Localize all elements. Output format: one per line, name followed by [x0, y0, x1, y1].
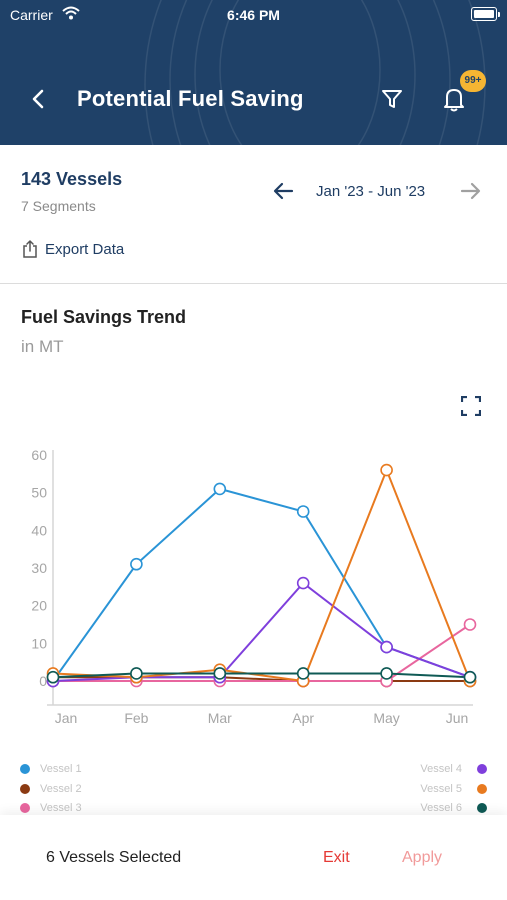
chart-unit: in MT — [21, 337, 64, 356]
wifi-icon — [62, 6, 80, 20]
fuel-savings-line-chart: 0 10 20 30 40 50 60 Jan Feb Mar Apr May Jun — [31, 447, 477, 726]
legend-dot-vessel-6 — [477, 803, 487, 813]
segment-count: 7 Segments — [21, 198, 96, 214]
data-point-vessel-4 — [380, 640, 393, 654]
x-tick-label: Jun — [446, 710, 469, 726]
apply-button[interactable]: Apply — [402, 849, 443, 866]
data-point-vessel-1 — [130, 557, 143, 571]
legend-dot-vessel-2 — [20, 784, 30, 794]
x-tick-label: May — [373, 710, 399, 726]
data-point-vessel-6 — [296, 667, 310, 680]
data-point-vessel-6 — [463, 670, 477, 684]
legend-dot-vessel-3 — [20, 803, 30, 813]
back-button[interactable] — [28, 88, 50, 110]
chart-title: Fuel Savings Trend — [21, 307, 187, 327]
x-tick-label: Jan — [55, 710, 78, 726]
carrier-label: Carrier — [10, 7, 53, 23]
legend-label-vessel-1: Vessel 1 — [40, 763, 82, 775]
y-tick-label: 10 — [31, 635, 47, 651]
series-line-vessel-6 — [52, 672, 471, 679]
date-range: Jan '23 - Jun '23 — [316, 183, 426, 200]
data-point-vessel-3 — [463, 618, 477, 631]
chart-legend: Vessel 1 Vessel 2 Vessel 3 Vessel 4 Vessel 5… — [0, 760, 507, 820]
export-data-button[interactable]: Export Data — [21, 239, 124, 261]
y-tick-label: 20 — [31, 598, 47, 614]
legend-label-vessel-5: Vessel 5 — [420, 783, 462, 795]
data-point-vessel-6 — [213, 667, 227, 680]
legend-label-vessel-2: Vessel 2 — [40, 783, 82, 795]
fullscreen-expand-icon[interactable] — [461, 396, 481, 416]
filter-icon[interactable] — [381, 88, 403, 110]
series-line-vessel-3 — [53, 623, 471, 682]
y-tick-label: 0 — [39, 673, 47, 689]
legend-label-vessel-3: Vessel 3 — [40, 802, 82, 814]
previous-period-arrow-icon[interactable] — [272, 179, 296, 203]
y-tick-label: 40 — [31, 522, 47, 538]
exit-button[interactable]: Exit — [323, 849, 350, 866]
share-icon — [23, 240, 37, 258]
vessel-count: 143 Vessels — [21, 169, 123, 189]
legend-label-vessel-6: Vessel 6 — [420, 802, 462, 814]
data-point-vessel-4 — [296, 576, 310, 590]
notification-bell-icon[interactable] — [442, 86, 466, 112]
y-tick-label: 30 — [31, 560, 47, 576]
data-point-vessel-6 — [380, 667, 393, 680]
footer-bar: 6 Vessels Selected Exit Apply — [0, 815, 507, 900]
series-line-vessel-4 — [52, 581, 471, 682]
legend-label-vessel-4: Vessel 4 — [420, 763, 462, 775]
y-tick-label: 60 — [31, 447, 47, 463]
summary-section: 143 Vessels 7 Segments Jan '23 - Jun '23… — [0, 145, 507, 284]
series-line-vessel-5 — [52, 467, 471, 683]
data-point-vessel-6 — [130, 667, 143, 680]
vessels-selected-label: 6 Vessels Selected — [46, 849, 182, 866]
x-tick-label: Mar — [208, 710, 232, 726]
x-tick-label: Apr — [292, 710, 314, 726]
page-title: Potential Fuel Saving — [77, 86, 304, 111]
data-point-vessel-1 — [213, 482, 227, 496]
data-point-vessel-6 — [46, 670, 60, 684]
legend-dot-vessel-5 — [477, 784, 487, 794]
series-line-vessel-1 — [52, 487, 471, 682]
x-tick-label: Feb — [124, 710, 148, 726]
app-header: Carrier 6:46 PM Potential Fuel Saving 99… — [0, 0, 507, 145]
status-bar: Carrier 6:46 PM — [0, 5, 507, 25]
status-time: 6:46 PM — [227, 7, 280, 23]
data-point-vessel-1 — [296, 505, 310, 518]
legend-dot-vessel-1 — [20, 764, 30, 774]
next-period-arrow-icon[interactable] — [458, 179, 482, 203]
y-tick-label: 50 — [31, 485, 47, 501]
data-point-vessel-5 — [380, 463, 393, 477]
battery-icon — [471, 7, 500, 21]
legend-dot-vessel-4 — [477, 764, 487, 774]
notification-badge: 99+ — [460, 70, 486, 92]
export-data-label: Export Data — [45, 241, 125, 258]
